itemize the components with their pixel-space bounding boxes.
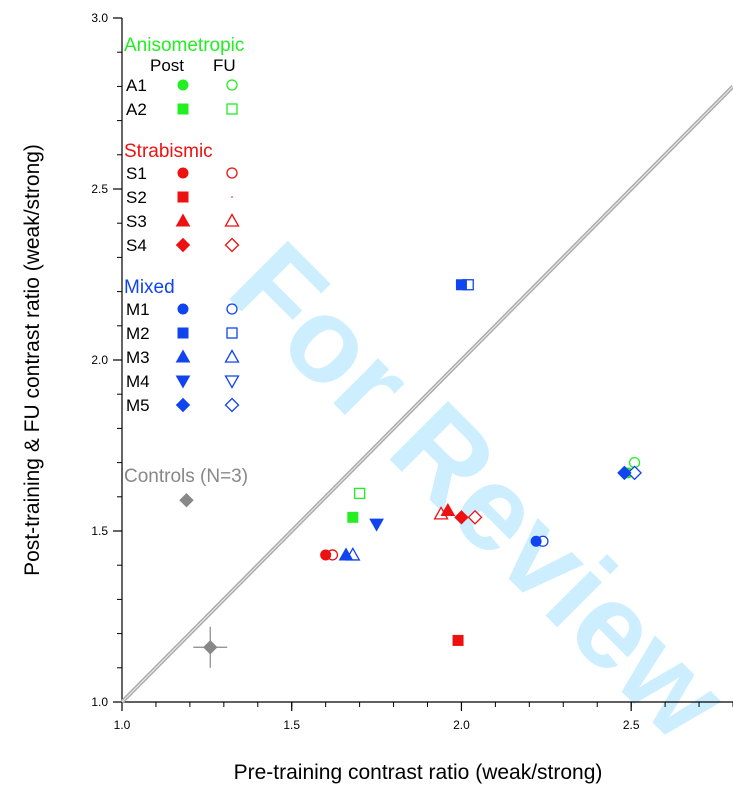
legend-marker-fu — [231, 196, 233, 198]
legend-marker-post — [175, 375, 191, 389]
legend-marker-post — [175, 349, 191, 363]
legend-group-title: Anisometropic — [124, 35, 244, 56]
legend-marker-fu — [226, 327, 238, 339]
legend-marker-fu — [226, 103, 238, 115]
legend-col-post: Post — [150, 56, 184, 75]
data-point-post — [320, 549, 332, 561]
legend-row-label: A2 — [126, 100, 147, 119]
legend-row-label: M5 — [126, 396, 150, 415]
x-tick-label: 2.0 — [453, 718, 470, 732]
legend-row-label: M2 — [126, 324, 150, 343]
legend-marker-post — [175, 237, 191, 253]
legend-marker-post — [177, 79, 189, 91]
legend-marker-fu — [224, 237, 240, 253]
data-point-post — [338, 547, 354, 561]
legend-controls-label: Controls (N=3) — [124, 466, 248, 487]
data-point-fu — [467, 509, 483, 525]
data-point-post — [454, 510, 469, 525]
legend-marker-fu — [226, 79, 238, 91]
legend-marker-post — [177, 191, 189, 203]
legend-row-label: S2 — [126, 188, 147, 207]
data-point-post — [369, 518, 384, 532]
legend-col-fu: FU — [213, 56, 236, 75]
legend-row-label: M1 — [126, 300, 150, 319]
legend-marker-post — [177, 167, 189, 179]
legend-row-label: S3 — [126, 212, 147, 231]
legend-marker-post — [177, 103, 189, 115]
legend-row-label: S4 — [126, 236, 147, 255]
x-axis-label: Pre-training contrast ratio (weak/strong… — [234, 761, 603, 784]
legend-group-title: Mixed — [124, 277, 175, 298]
data-point-post — [179, 493, 194, 508]
watermark: For Review — [205, 217, 733, 765]
y-axis-label: Post-training & FU contrast ratio (weak/… — [21, 144, 44, 576]
data-point-post — [617, 465, 632, 481]
legend-marker-fu — [224, 375, 240, 389]
data-point-post — [530, 535, 542, 547]
x-tick-label: 1.5 — [283, 718, 300, 732]
legend-marker-fu — [226, 167, 238, 179]
legend-row-label: M3 — [126, 348, 150, 367]
data-point-fu — [627, 465, 642, 481]
data-point-post — [440, 502, 456, 516]
legend-marker-post — [177, 327, 189, 339]
x-tick-label: 2.5 — [623, 718, 640, 732]
y-tick-label: 2.5 — [91, 182, 108, 196]
legend-marker-post — [175, 213, 191, 227]
data-point-post — [452, 634, 464, 646]
y-tick-label: 1.0 — [91, 695, 108, 709]
legend-group-title: Strabismic — [124, 141, 213, 162]
legend-row-label: A1 — [126, 76, 147, 95]
x-tick-label: 1.0 — [114, 718, 131, 732]
y-tick-label: 2.0 — [91, 353, 108, 367]
legend-marker-post — [175, 397, 191, 413]
legend-marker-fu — [224, 397, 240, 413]
y-tick-label: 1.5 — [91, 524, 108, 538]
unity-line-highlight — [121, 85, 733, 703]
data-marks — [179, 279, 642, 668]
data-point-fu — [353, 487, 366, 500]
legend-row-label: S1 — [126, 164, 147, 183]
legend-marker-fu — [224, 349, 240, 363]
axes: 1.0 1.5 2.0 2.5 1.0 1.5 2.0 2.5 3.0 — [91, 11, 733, 732]
data-point-post — [347, 511, 359, 523]
data-point-post — [203, 640, 218, 655]
data-point-post — [455, 279, 467, 291]
legend-marker-fu — [226, 303, 238, 315]
legend-marker-post — [177, 303, 189, 315]
y-tick-label: 3.0 — [91, 11, 108, 25]
legend-row-label: M4 — [126, 372, 150, 391]
legend-marker-fu — [224, 213, 240, 227]
